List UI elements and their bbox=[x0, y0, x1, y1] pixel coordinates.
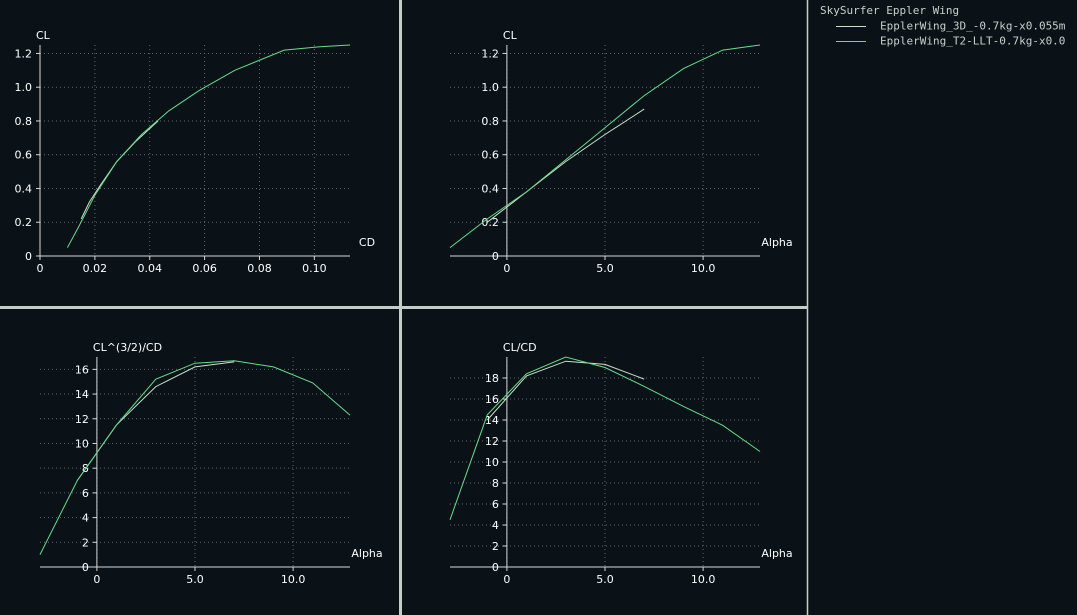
cl32cd-vs-alpha-x-tick-label: 10.0 bbox=[281, 573, 306, 586]
cl32cd-vs-alpha-y-tick-label: 4 bbox=[82, 512, 89, 525]
legend-item-llt[interactable]: EpplerWing_T2-LLT-0.7kg-x0.0 bbox=[836, 34, 1065, 48]
legend-panel: SkySurfer Eppler Wing EpplerWing_3D_-0.7… bbox=[808, 0, 1077, 615]
legend-swatch bbox=[836, 40, 866, 42]
cl-vs-cd-y-tick-label: 0 bbox=[25, 250, 32, 263]
legend-label: EpplerWing_3D_-0.7kg-x0.055m bbox=[880, 19, 1066, 33]
cl32cd-vs-alpha-series-llt bbox=[39, 360, 351, 555]
cl-vs-alpha-y-tick-label: 0.8 bbox=[481, 115, 499, 128]
clcd-vs-alpha-y-tick-label: 12 bbox=[485, 435, 499, 448]
cl-vs-cd-x-tick-label: 0.08 bbox=[247, 262, 272, 275]
legend-title: SkySurfer Eppler Wing bbox=[820, 4, 960, 17]
cl-vs-alpha-x-axis-label: Alpha bbox=[761, 236, 792, 249]
cl-vs-cd-y-tick-label: 0.6 bbox=[15, 149, 33, 162]
clcd-vs-alpha-y-tick-label: 16 bbox=[485, 393, 499, 406]
cl-vs-cd-y-tick-label: 1.0 bbox=[15, 81, 33, 94]
clcd-vs-alpha-y-tick-label: 14 bbox=[485, 414, 499, 427]
cl32cd-vs-alpha-x-tick-label: 0 bbox=[93, 573, 100, 586]
clcd-vs-alpha-y-tick-label: 2 bbox=[492, 540, 499, 553]
clcd-vs-alpha-x-axis-label: Alpha bbox=[761, 547, 792, 560]
cl-vs-cd-y-tick-label: 0.8 bbox=[15, 115, 33, 128]
clcd-vs-alpha-x-tick-label: 5.0 bbox=[596, 573, 614, 586]
cl-vs-alpha-series-3d bbox=[486, 108, 645, 223]
cl-vs-cd-series-3d bbox=[80, 120, 159, 220]
legend-swatch bbox=[836, 25, 866, 27]
clcd-vs-alpha-y-tick-label: 8 bbox=[492, 477, 499, 490]
clcd-vs-alpha-y-tick-label: 4 bbox=[492, 519, 499, 532]
cl32cd-vs-alpha-y-tick-label: 14 bbox=[75, 388, 89, 401]
cl-vs-alpha-y-tick-label: 0.4 bbox=[481, 182, 499, 195]
cl32cd-vs-alpha-y-tick-label: 16 bbox=[75, 363, 89, 376]
cl32cd-vs-alpha-x-axis-label: Alpha bbox=[351, 547, 382, 560]
cl-vs-cd-y-axis-label: CL bbox=[36, 29, 51, 42]
cl-vs-alpha-y-tick-label: 1.0 bbox=[481, 81, 499, 94]
clcd-vs-alpha-y-axis-label: CL/CD bbox=[503, 341, 537, 354]
cl-vs-cd-x-tick-label: 0.06 bbox=[192, 262, 217, 275]
clcd-vs-alpha-series-llt bbox=[449, 356, 761, 520]
cl-vs-cd-x-tick-label: 0.04 bbox=[137, 262, 162, 275]
cl-vs-alpha-y-tick-label: 0.6 bbox=[481, 149, 499, 162]
cl-vs-alpha-series-llt bbox=[449, 44, 761, 248]
cl-vs-alpha-y-tick-label: 0 bbox=[492, 250, 499, 263]
cl32cd-vs-alpha-y-tick-label: 10 bbox=[75, 437, 89, 450]
cl-vs-cd-y-tick-label: 0.4 bbox=[15, 182, 33, 195]
cl32cd-vs-alpha-y-axis-label: CL^(3/2)/CD bbox=[93, 341, 162, 354]
cl-vs-cd-x-axis-label: CD bbox=[359, 236, 375, 249]
clcd-vs-alpha-y-tick-label: 18 bbox=[485, 372, 499, 385]
cl-vs-alpha-y-tick-label: 1.2 bbox=[481, 47, 499, 60]
cl-vs-cd-x-tick-label: 0 bbox=[37, 262, 44, 275]
cl-vs-alpha-x-tick-label: 0 bbox=[503, 262, 510, 275]
clcd-vs-alpha-series-3d bbox=[486, 360, 645, 421]
cl-vs-alpha-x-tick-label: 5.0 bbox=[596, 262, 614, 275]
legend-label: EpplerWing_T2-LLT-0.7kg-x0.0 bbox=[880, 34, 1066, 48]
legend-item-3d[interactable]: EpplerWing_3D_-0.7kg-x0.055m bbox=[836, 19, 1065, 33]
cl32cd-vs-alpha-y-tick-label: 6 bbox=[82, 487, 89, 500]
cl-vs-alpha-x-tick-label: 10.0 bbox=[691, 262, 716, 275]
cl-vs-cd-x-tick-label: 0.10 bbox=[302, 262, 327, 275]
cl-vs-alpha-y-tick-label: 0.2 bbox=[481, 216, 499, 229]
cl-vs-cd-series-llt bbox=[66, 44, 351, 248]
clcd-vs-alpha-x-tick-label: 0 bbox=[503, 573, 510, 586]
cl32cd-vs-alpha-y-tick-label: 12 bbox=[75, 413, 89, 426]
cl32cd-vs-alpha-y-tick-label: 2 bbox=[82, 536, 89, 549]
clcd-vs-alpha-x-tick-label: 10.0 bbox=[691, 573, 716, 586]
clcd-vs-alpha-y-tick-label: 0 bbox=[492, 561, 499, 574]
cl-vs-alpha-y-axis-label: CL bbox=[503, 29, 518, 42]
cl-vs-cd-y-tick-label: 0.2 bbox=[15, 216, 33, 229]
cl32cd-vs-alpha-x-tick-label: 5.0 bbox=[186, 573, 204, 586]
cl32cd-vs-alpha-y-tick-label: 0 bbox=[82, 561, 89, 574]
clcd-vs-alpha-y-tick-label: 10 bbox=[485, 456, 499, 469]
clcd-vs-alpha-y-tick-label: 6 bbox=[492, 498, 499, 511]
cl-vs-cd-y-tick-label: 1.2 bbox=[15, 47, 33, 60]
cl-vs-cd-x-tick-label: 0.02 bbox=[83, 262, 108, 275]
